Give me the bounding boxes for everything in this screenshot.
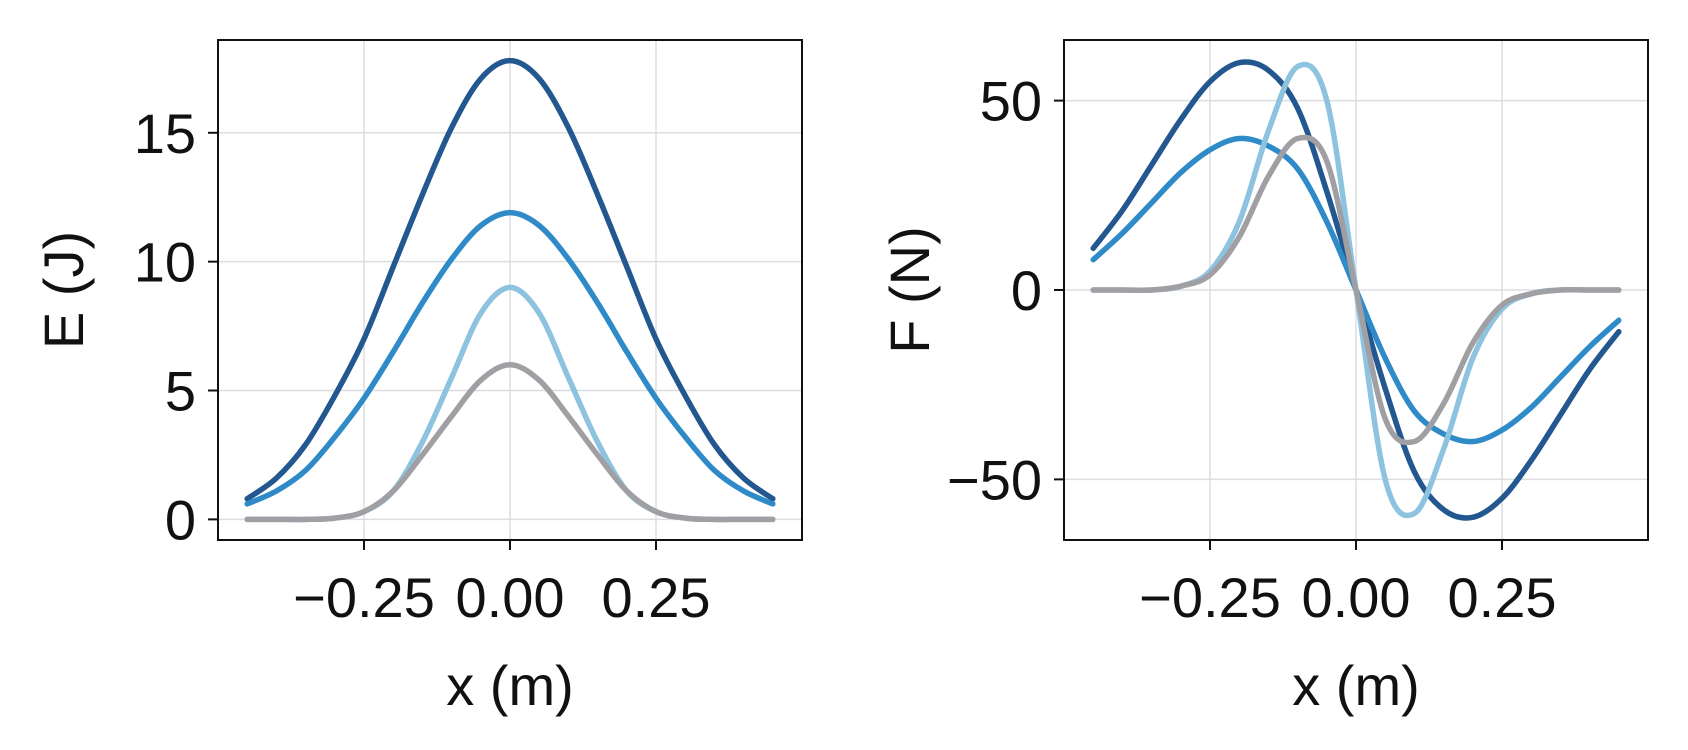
chart-0-series-a-line [244, 57, 776, 502]
energy-panel: −0.25 0.00 0.25 0 5 10 15 x (m) E (J) [32, 39, 803, 717]
chart-1-xtick-label-1: 0.00 [1302, 566, 1411, 629]
chart-1-xtick-label-0: −0.25 [1139, 566, 1281, 629]
chart-0-ylabel: E (J) [32, 231, 95, 349]
chart-0-xlabel: x (m) [446, 654, 574, 717]
chart-0-ytick-label-1: 5 [165, 360, 196, 423]
chart-1-ytick-label-0: −50 [947, 448, 1042, 511]
chart-1-series-d-line [1090, 134, 1622, 446]
chart-1-ytick-label-2: 50 [980, 70, 1042, 133]
chart-0-xtick-label-2: 0.25 [602, 566, 711, 629]
chart-0-ytick-label-3: 15 [134, 102, 196, 165]
chart-0-ytick-label-0: 0 [165, 488, 196, 551]
chart-1-ylabel: F (N) [878, 226, 941, 354]
chart-1-ytick-label-1: 0 [1011, 259, 1042, 322]
chart-0-ytick-label-2: 10 [134, 231, 196, 294]
chart-0-series-b-line [244, 209, 776, 507]
chart-1-xtick-label-2: 0.25 [1448, 566, 1557, 629]
chart-1-xlabel: x (m) [1292, 654, 1420, 717]
chart-0-series-d-line [244, 361, 776, 523]
chart-0-xtick-label-1: 0.00 [456, 566, 565, 629]
chart-0-xtick-label-0: −0.25 [293, 566, 435, 629]
force-panel: −0.25 0.00 0.25 −50 0 50 x (m) F (N) [878, 39, 1649, 717]
